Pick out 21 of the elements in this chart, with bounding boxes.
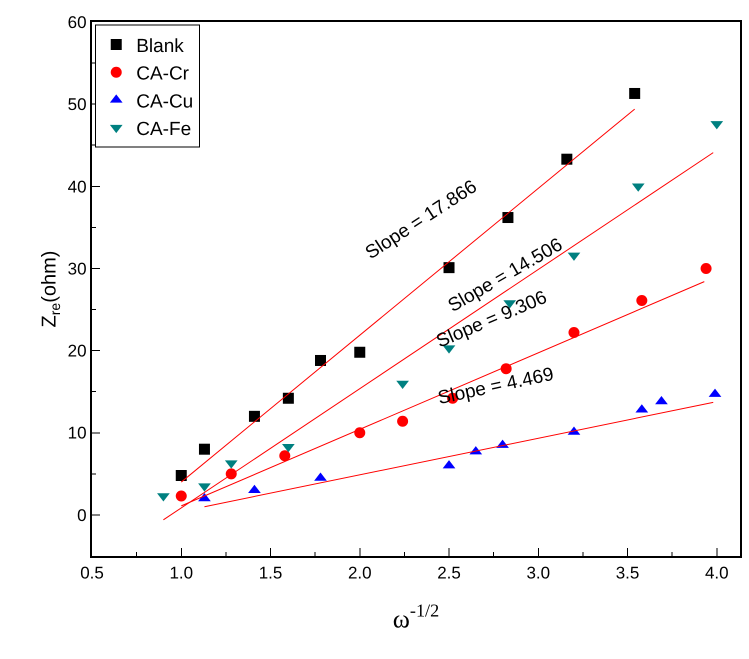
y-tick-label: 60 [68, 12, 87, 32]
x-tick-label: 2.5 [437, 563, 461, 582]
legend-label: CA-Cu [136, 91, 194, 112]
annotation: Slope = 4.469 [436, 364, 556, 409]
x-tick-label: 3.0 [526, 563, 550, 582]
legend-label: CA-Cr [136, 64, 190, 85]
x-tick-label: 1.5 [258, 563, 282, 582]
y-tick-label: 50 [68, 95, 87, 114]
y-tick-label: 0 [77, 506, 87, 525]
legend-label: CA-Fe [136, 119, 192, 140]
y-tick-label: 10 [68, 424, 87, 443]
x-tick-label: 1.0 [169, 563, 194, 582]
x-tick-label: 3.5 [616, 563, 640, 582]
x-tick-label: 4.0 [704, 563, 729, 582]
legend-label: Blank [136, 36, 184, 57]
x-tick-label: 0.5 [80, 563, 104, 582]
x-axis-title: ω$^{-1/2}$ [392, 600, 440, 634]
y-tick-label: 30 [68, 259, 87, 278]
y-tick-label: 20 [68, 342, 87, 361]
x-tick-label: 2.0 [348, 563, 372, 582]
y-tick-label: 40 [68, 177, 87, 196]
